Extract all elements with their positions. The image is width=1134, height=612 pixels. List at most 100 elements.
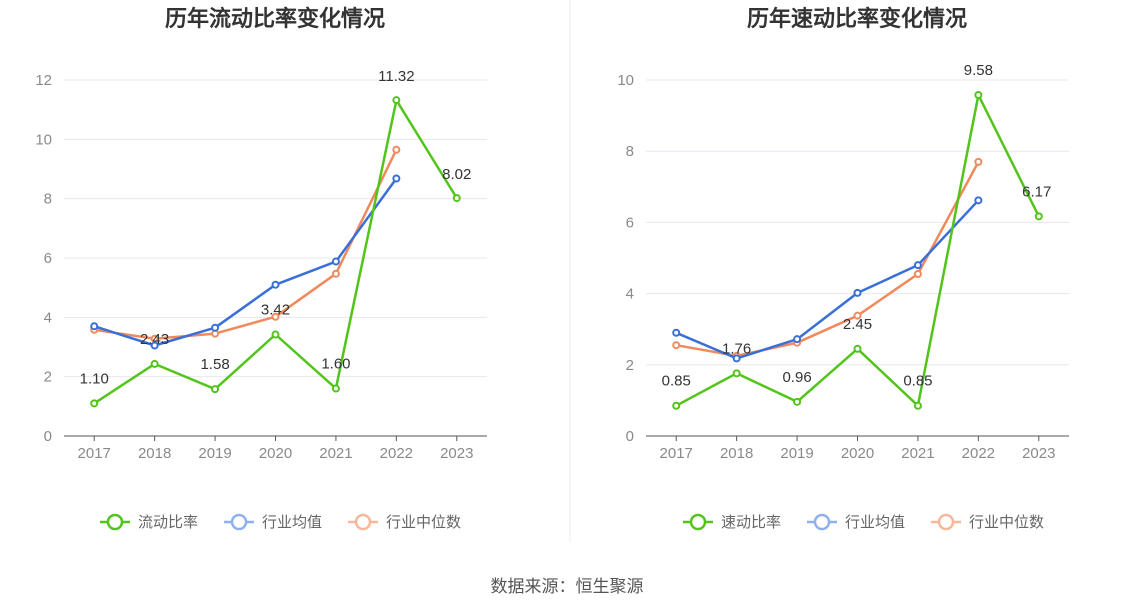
x-tick-label: 2017 — [78, 445, 111, 462]
data-point — [1034, 212, 1043, 221]
data-label: 1.58 — [200, 356, 229, 373]
data-point — [392, 174, 401, 183]
legend-item[interactable]: 行业中位数 — [348, 513, 461, 531]
data-label: 8.02 — [442, 166, 471, 183]
data-label: 11.32 — [378, 68, 414, 85]
data-source-note: 数据来源：恒生聚源 — [491, 577, 644, 596]
legend-label: 行业均值 — [845, 514, 905, 531]
x-tick-label: 2021 — [901, 445, 934, 462]
current-ratio-chart: 历年流动比率变化情况 0 2 4 6 8 10 12 2017 2018 2019 2020 2021 2… — [35, 6, 487, 531]
quick-ratio-chart: 历年速动比率变化情况 0 2 4 6 8 10 2017 2018 2019 2020 2021 202… — [617, 6, 1069, 531]
x-tick-label: 2017 — [660, 445, 693, 462]
data-label: 1.76 — [722, 340, 751, 357]
legend-label: 速动比率 — [721, 514, 781, 531]
data-label: 2.45 — [843, 316, 872, 333]
y-tick-label: 2 — [44, 369, 52, 386]
legend-marker — [230, 513, 248, 531]
legend-label: 流动比率 — [138, 514, 198, 531]
x-tick-label: 2018 — [138, 445, 171, 462]
legend-item[interactable]: 速动比率 — [683, 513, 781, 531]
data-point — [271, 330, 280, 339]
data-label: 3.42 — [261, 302, 290, 319]
y-tick-label: 6 — [44, 250, 52, 267]
legend-marker — [813, 513, 831, 531]
y-tick-label: 10 — [35, 131, 52, 148]
data-point — [672, 328, 681, 337]
x-tick-label: 2022 — [962, 445, 995, 462]
data-point — [793, 335, 802, 344]
data-point — [150, 359, 159, 368]
data-label: 2.43 — [140, 331, 169, 348]
y-tick-label: 6 — [626, 214, 634, 231]
x-tick-label: 2022 — [380, 445, 413, 462]
legend-marker — [354, 513, 372, 531]
data-label: 1.60 — [321, 356, 350, 373]
y-tick-label: 8 — [626, 143, 634, 160]
data-point — [392, 145, 401, 154]
data-point — [211, 385, 220, 394]
data-point — [90, 322, 99, 331]
data-point — [974, 90, 983, 99]
data-point — [672, 401, 681, 410]
y-tick-label: 8 — [44, 191, 52, 208]
legend-label: 行业中位数 — [969, 514, 1044, 531]
data-label: 6.17 — [1022, 183, 1051, 200]
data-label: 0.85 — [903, 373, 932, 390]
data-point — [331, 384, 340, 393]
data-point — [672, 341, 681, 350]
x-tick-label: 2018 — [720, 445, 753, 462]
y-tick-label: 0 — [626, 428, 634, 445]
data-point — [913, 261, 922, 270]
data-label: 0.85 — [662, 373, 691, 390]
series-line-1 — [93, 177, 398, 347]
data-point — [913, 270, 922, 279]
x-tick-label: 2021 — [319, 445, 352, 462]
data-point — [331, 257, 340, 266]
y-tick-label: 0 — [44, 428, 52, 445]
data-point — [392, 96, 401, 105]
legend-item[interactable]: 流动比率 — [100, 513, 198, 531]
data-point — [211, 323, 220, 332]
legend-label: 行业均值 — [262, 514, 322, 531]
legend-item[interactable]: 行业均值 — [807, 513, 905, 531]
data-point — [853, 344, 862, 353]
y-tick-label: 2 — [626, 357, 634, 374]
data-point — [90, 399, 99, 408]
series-line-1 — [675, 199, 980, 360]
data-point — [974, 196, 983, 205]
data-label: 0.96 — [782, 369, 811, 386]
legend-marker — [689, 513, 707, 531]
data-point — [331, 269, 340, 278]
legend-marker — [106, 513, 124, 531]
chart-title: 历年速动比率变化情况 — [747, 6, 967, 31]
x-tick-label: 2020 — [259, 445, 292, 462]
data-point — [271, 280, 280, 289]
x-tick-label: 2020 — [841, 445, 874, 462]
x-tick-label: 2019 — [198, 445, 231, 462]
x-tick-label: 2023 — [440, 445, 473, 462]
series-line-0 — [93, 98, 458, 405]
data-point — [853, 288, 862, 297]
data-point — [150, 341, 159, 350]
data-point — [271, 312, 280, 321]
data-point — [793, 397, 802, 406]
y-tick-label: 10 — [617, 72, 634, 89]
series-line-0 — [675, 93, 1040, 407]
legend-item[interactable]: 行业均值 — [224, 513, 322, 531]
data-point — [913, 401, 922, 410]
chart-title: 历年流动比率变化情况 — [165, 6, 385, 31]
legend-label: 行业中位数 — [386, 514, 461, 531]
data-label: 9.58 — [964, 62, 993, 79]
series-line-2 — [94, 149, 398, 340]
data-label: 1.10 — [80, 370, 109, 387]
data-point — [853, 311, 862, 320]
x-tick-label: 2023 — [1022, 445, 1055, 462]
x-tick-label: 2019 — [780, 445, 813, 462]
data-point — [732, 369, 741, 378]
y-tick-label: 4 — [626, 286, 634, 303]
legend-item[interactable]: 行业中位数 — [931, 513, 1044, 531]
data-point — [452, 194, 461, 203]
y-tick-label: 4 — [44, 309, 52, 326]
data-point — [974, 157, 983, 166]
